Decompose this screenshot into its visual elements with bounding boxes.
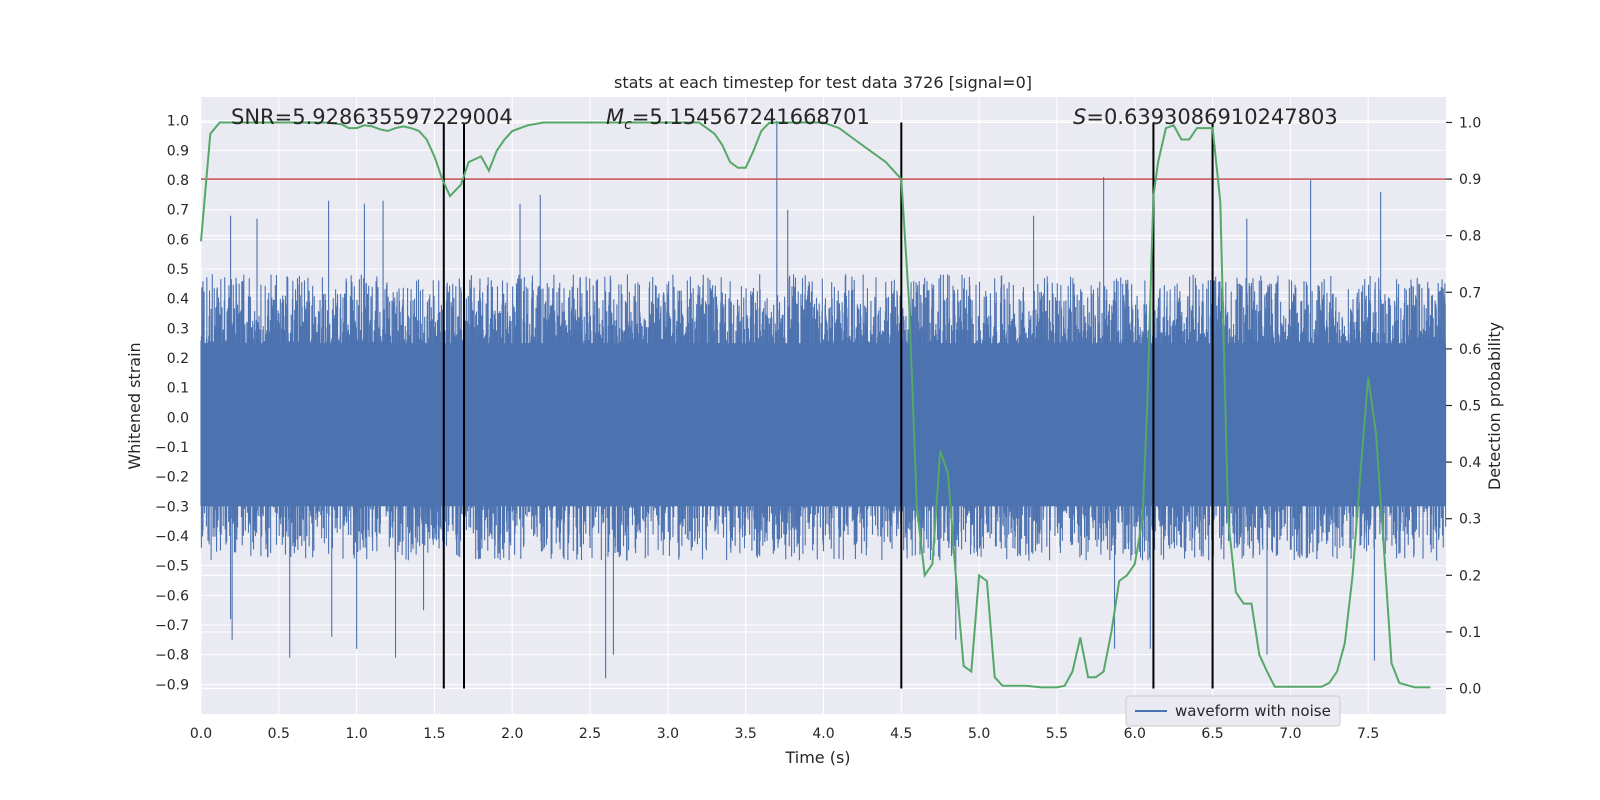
- legend: waveform with noise: [1125, 695, 1341, 727]
- x-tick-label: 7.0: [1279, 726, 1301, 742]
- left-y-tick-label: 1.0: [167, 114, 189, 130]
- chart-title: stats at each timestep for test data 372…: [614, 73, 1032, 92]
- left-y-tick-label: −0.1: [155, 440, 189, 456]
- x-axis-ticks: 0.0 0.5 1.0 1.5 2.0 2.5 3.0 3.5 4.0 4.5 5.0 5.5 6.0 6…: [190, 726, 1379, 742]
- left-y-tick-label: −0.9: [155, 677, 189, 693]
- right-y-axis-ticks: 1.0 0.9 0.8 0.7 0.6 0.5 0.4 0.3 0.2 0.1 0.0: [1446, 115, 1481, 698]
- probability-line: [200, 121, 1431, 689]
- left-y-tick-label: −0.3: [155, 499, 189, 515]
- right-y-tick-label: 0.3: [1459, 512, 1481, 528]
- left-y-axis-ticks: 1.0 0.9 0.8 0.7 0.6 0.5 0.4 0.3 0.2 0.1 0.0 −0.1 −0.…: [155, 114, 189, 694]
- left-y-tick-label: 0.0: [167, 410, 189, 426]
- left-y-tick-label: 0.2: [167, 351, 189, 367]
- left-y-tick-label: 0.8: [167, 173, 189, 189]
- left-y-tick-label: 0.1: [167, 381, 189, 397]
- right-y-tick-label: 0.1: [1459, 625, 1481, 641]
- left-y-tick-label: 0.5: [167, 262, 189, 278]
- x-tick-label: 1.0: [345, 726, 367, 742]
- x-tick-label: 0.5: [268, 726, 290, 742]
- right-y-tick-label: 1.0: [1459, 115, 1481, 131]
- right-y-axis-label: Detection probability: [1485, 322, 1504, 490]
- waveform-trace: [200, 120, 1447, 679]
- probability-series: [200, 121, 1431, 689]
- legend-entry-waveform: waveform with noise: [1175, 702, 1331, 720]
- x-axis-label: Time (s): [784, 748, 850, 767]
- x-tick-label: 3.0: [657, 726, 679, 742]
- x-tick-label: 5.0: [968, 726, 990, 742]
- right-y-tick-label: 0.0: [1459, 682, 1481, 698]
- left-y-tick-label: 0.6: [167, 232, 189, 248]
- left-y-tick-label: −0.7: [155, 618, 189, 634]
- snr-annotation: SNR=5.928635597229004: [231, 105, 513, 129]
- x-tick-label: 4.5: [890, 726, 912, 742]
- right-y-tick-label: 0.5: [1459, 399, 1481, 415]
- x-tick-label: 6.5: [1201, 726, 1223, 742]
- right-y-tick-label: 0.9: [1459, 172, 1481, 188]
- left-y-tick-label: 0.4: [167, 292, 189, 308]
- left-y-axis-label: Whitened strain: [125, 342, 144, 469]
- x-tick-label: 3.5: [735, 726, 757, 742]
- right-y-tick-label: 0.6: [1459, 342, 1481, 358]
- left-y-tick-label: 0.3: [167, 321, 189, 337]
- left-y-tick-label: 0.7: [167, 203, 189, 219]
- left-y-tick-label: 0.9: [167, 143, 189, 159]
- right-y-tick-label: 0.7: [1459, 285, 1481, 301]
- x-tick-label: 2.0: [501, 726, 523, 742]
- x-tick-label: 2.5: [579, 726, 601, 742]
- x-tick-label: 6.0: [1124, 726, 1146, 742]
- left-y-tick-label: −0.4: [155, 529, 189, 545]
- right-y-tick-label: 0.4: [1459, 455, 1481, 471]
- x-tick-label: 5.5: [1046, 726, 1068, 742]
- left-y-tick-label: −0.6: [155, 588, 189, 604]
- x-tick-label: 1.5: [423, 726, 445, 742]
- right-y-tick-label: 0.2: [1459, 568, 1481, 584]
- x-tick-label: 0.0: [190, 726, 212, 742]
- left-y-tick-label: −0.2: [155, 470, 189, 486]
- chirp-mass-annotation: Mc=5.154567241668701: [606, 105, 870, 133]
- waveform-series: [200, 120, 1447, 679]
- right-y-tick-label: 0.8: [1459, 229, 1481, 245]
- s-annotation: S=0.6393086910247803: [1073, 105, 1338, 129]
- left-y-tick-label: −0.5: [155, 559, 189, 575]
- left-y-tick-label: −0.8: [155, 648, 189, 664]
- x-tick-label: 7.5: [1357, 726, 1379, 742]
- x-tick-label: 4.0: [812, 726, 834, 742]
